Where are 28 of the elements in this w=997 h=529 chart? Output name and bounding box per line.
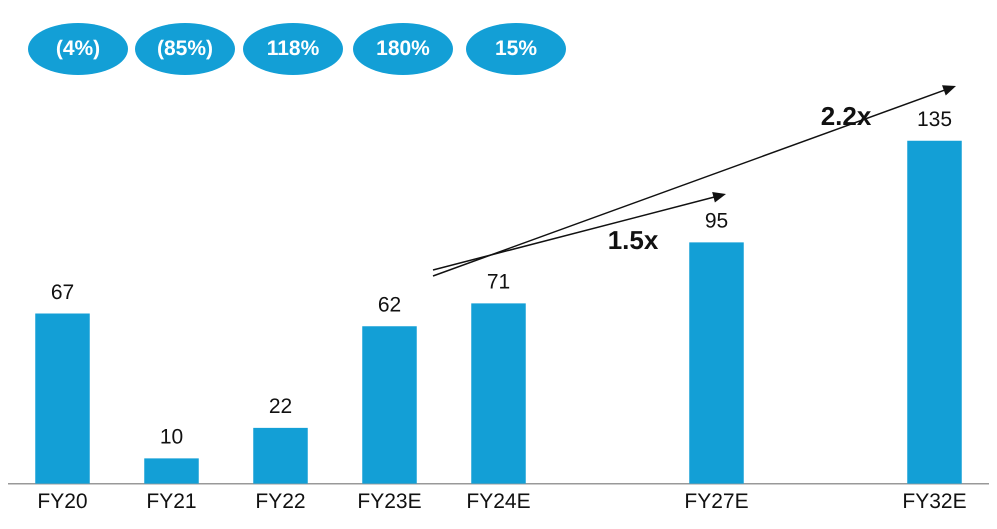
data-label: 62	[378, 294, 402, 317]
data-label: 67	[50, 280, 74, 304]
bar	[907, 140, 962, 484]
data-label: 22	[268, 395, 292, 418]
x-tick-label: FY21	[146, 490, 197, 514]
data-label: 10	[160, 426, 184, 449]
x-tick-label: FY22	[255, 490, 306, 514]
x-tick-label: FY27E	[684, 490, 749, 514]
annotation: 1.5x	[606, 224, 660, 256]
x-tick-label: FY32E	[902, 490, 967, 514]
x-tick-label: FY23E	[357, 490, 422, 514]
bar	[35, 314, 90, 484]
bar	[362, 326, 417, 484]
ellipse-badge: (4%)	[28, 23, 128, 75]
ellipse-badge: 118%	[243, 23, 343, 75]
data-label: 71	[486, 270, 510, 294]
bar	[144, 458, 199, 484]
data-label: 135	[916, 108, 952, 132]
bar	[689, 242, 744, 484]
x-tick-label: FY24E	[466, 490, 531, 514]
ellipse-badge: 180%	[353, 23, 453, 75]
text: 2.2x	[820, 100, 872, 132]
bar	[253, 428, 308, 484]
data-label: 95	[704, 210, 728, 233]
ellipse-badge: 15%	[466, 23, 566, 75]
x-tick-label: FY20	[37, 490, 88, 514]
bar	[471, 303, 526, 484]
ellipse-badge: (85%)	[135, 23, 235, 75]
